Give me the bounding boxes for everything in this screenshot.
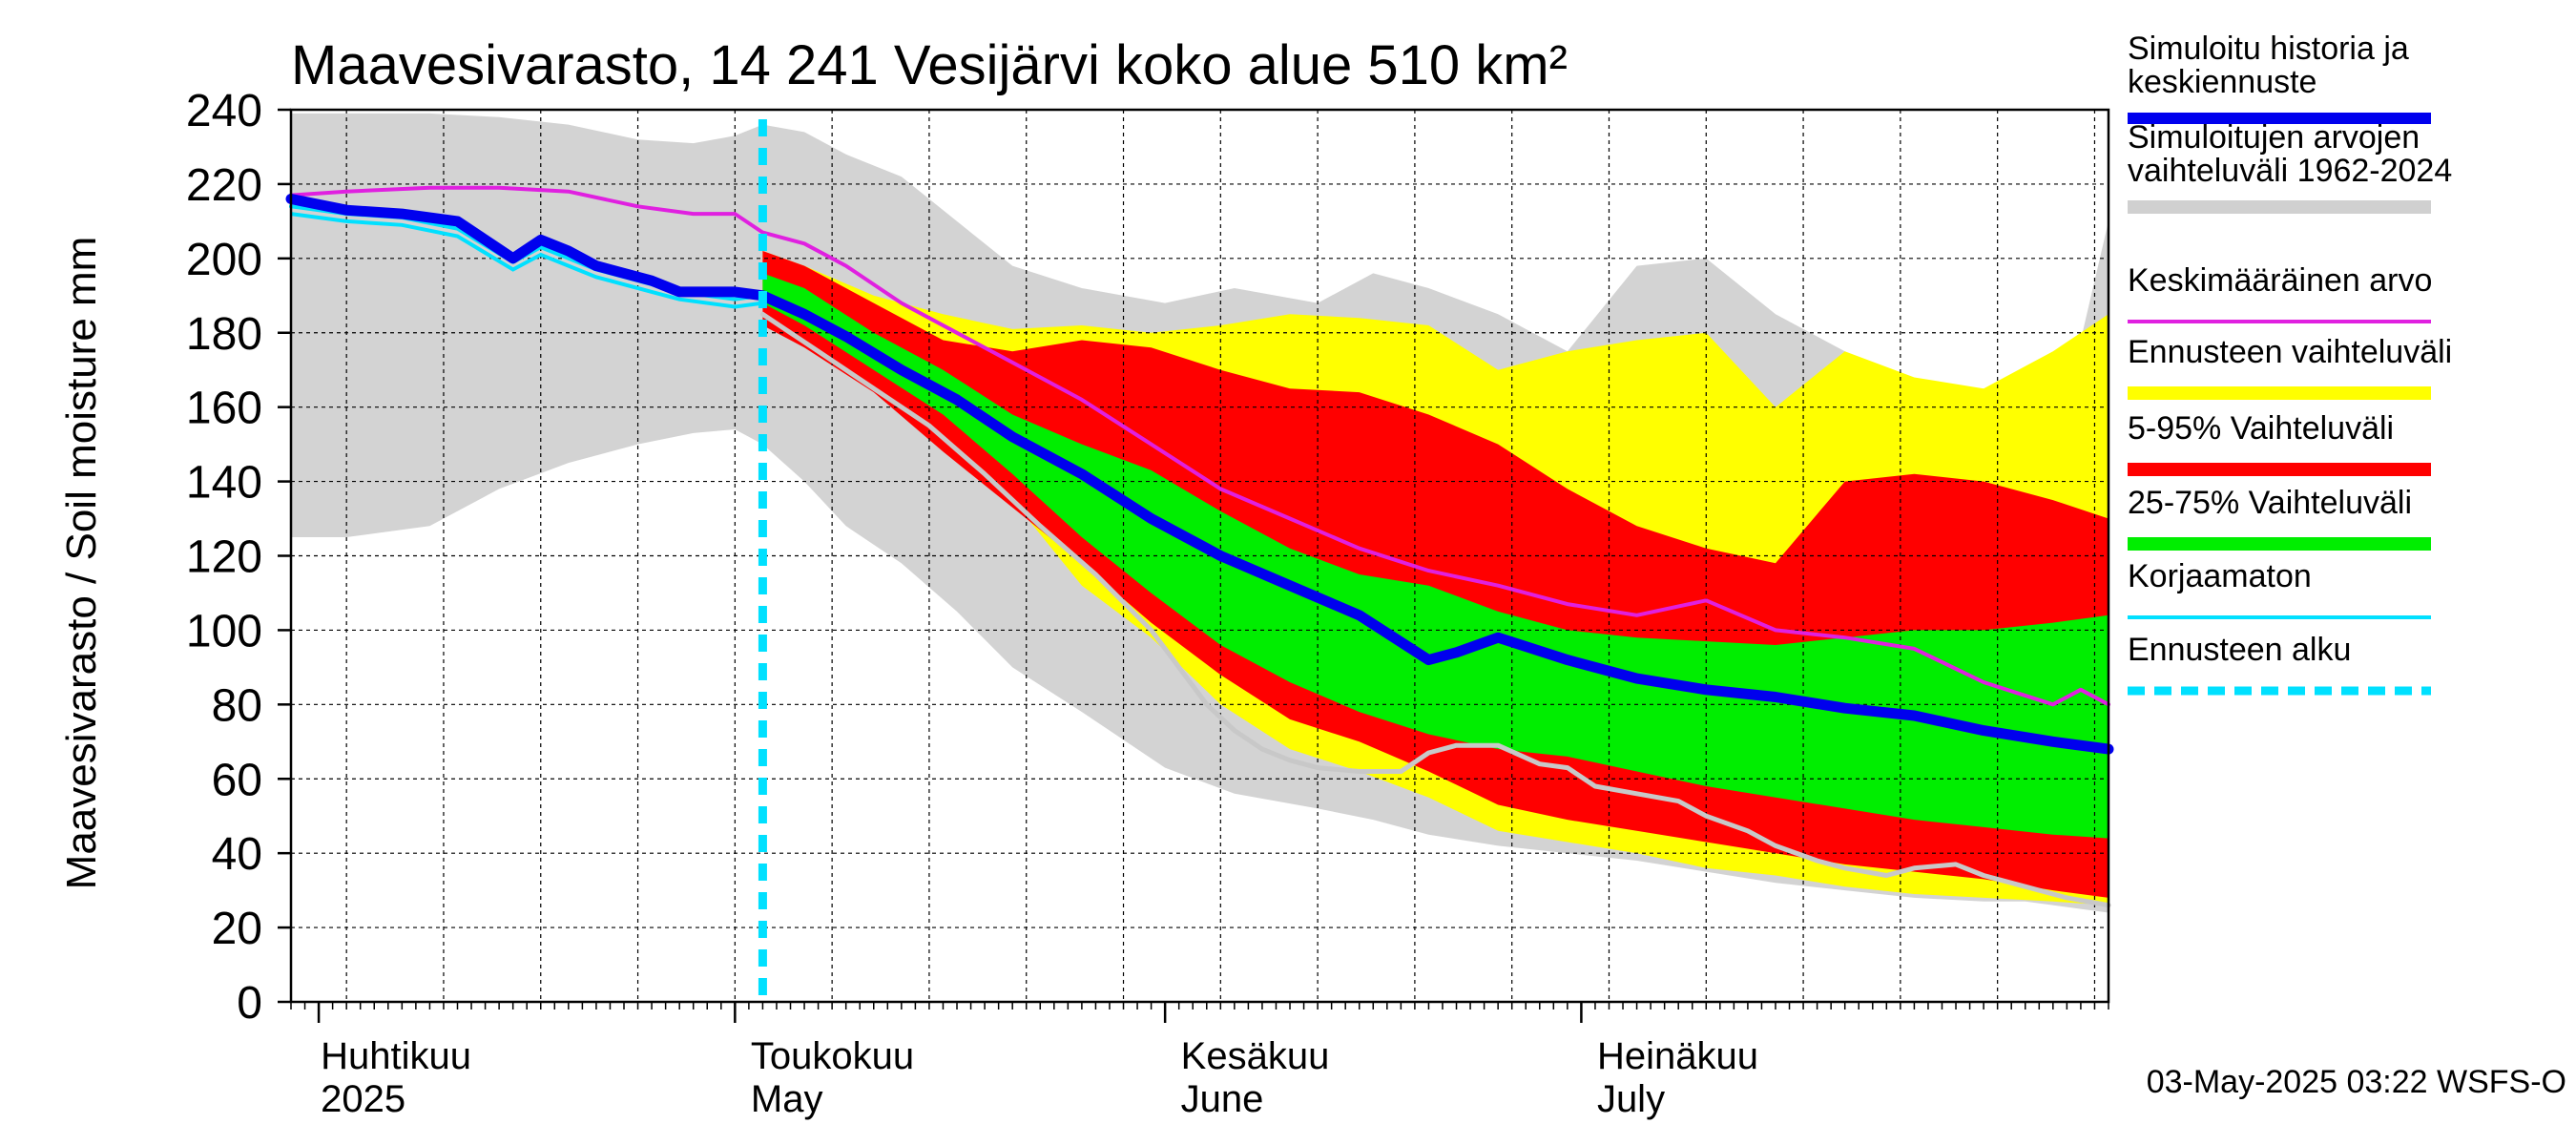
legend-label-0: Simuloitu historia ja <box>2128 31 2409 67</box>
x-ticks <box>290 1002 2109 1023</box>
month-label-fi: Huhtikuu <box>321 1035 471 1077</box>
line-keskimääräinen <box>289 185 2110 707</box>
y-tick-label: 60 <box>212 755 262 805</box>
y-tick-label: 100 <box>186 606 262 656</box>
y-axis-label: Maavesivarasto / Soil moisture mm <box>58 237 105 890</box>
grid <box>291 110 2109 1002</box>
legend-label-5: 25-75% Vaihteluväli <box>2128 485 2412 521</box>
month-label-fi: Toukokuu <box>751 1035 914 1077</box>
y-tick-label: 180 <box>186 309 262 360</box>
legend-label2-1: vaihteluväli 1962-2024 <box>2128 153 2452 189</box>
month-label-en: 2025 <box>321 1078 405 1120</box>
legend-label-3: Ennusteen vaihteluväli <box>2128 334 2452 370</box>
y-tick-label: 140 <box>186 458 262 509</box>
y-tick-label: 240 <box>186 86 262 136</box>
y-tick-label: 120 <box>186 532 262 583</box>
series-lines <box>285 185 2114 908</box>
line-korjaamaton-overlay <box>290 212 763 309</box>
legend-label-2: Keskimääräinen arvo <box>2128 262 2432 299</box>
y-tick-label: 200 <box>186 235 262 285</box>
y-tick-label: 0 <box>237 978 262 1029</box>
month-label-en: July <box>1597 1078 1665 1120</box>
legend-label-4: 5-95% Vaihteluväli <box>2128 410 2394 447</box>
line-simuloitu <box>285 194 2114 755</box>
timestamp-footer: 03-May-2025 03:22 WSFS-O <box>2147 1064 2566 1100</box>
y-tick-label: 40 <box>212 829 262 880</box>
y-tick-label: 220 <box>186 160 262 211</box>
y-tick-label: 160 <box>186 384 262 434</box>
legend-label-6: Korjaamaton <box>2128 558 2312 594</box>
legend-label-1: Simuloitujen arvojen <box>2128 119 2420 156</box>
y-tick-labels: 0 20 40 60 80 100 120 140 160 180 200 220 240 <box>186 86 291 1029</box>
y-tick-label: 80 <box>212 680 262 731</box>
line-grey_line <box>759 311 2111 908</box>
month-label-fi: Kesäkuu <box>1181 1035 1330 1077</box>
month-label-fi: Heinäkuu <box>1597 1035 1758 1077</box>
legend-label2-0: keskiennuste <box>2128 64 2316 100</box>
chart-title: Maavesivarasto, 14 241 Vesijärvi koko al… <box>291 34 1568 96</box>
month-label-en: June <box>1181 1078 1264 1120</box>
y-tick-label: 20 <box>212 904 262 954</box>
legend-label-7: Ennusteen alku <box>2128 632 2351 668</box>
month-label-en: May <box>751 1078 823 1120</box>
